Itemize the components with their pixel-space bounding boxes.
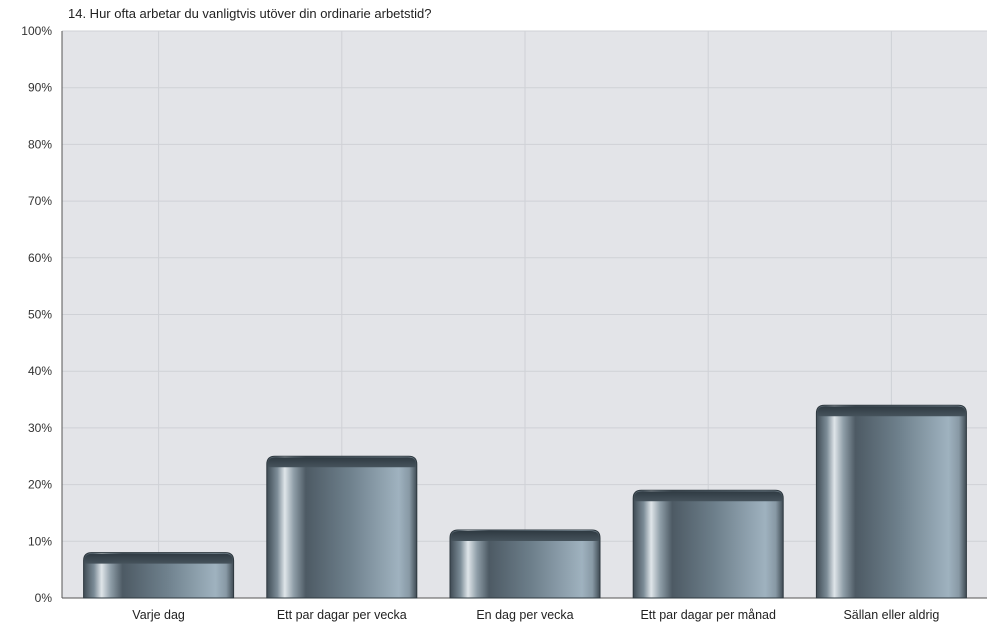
bar-body — [83, 552, 235, 599]
y-tick-label: 90% — [28, 81, 52, 95]
bar-cap — [451, 530, 599, 541]
y-tick-label: 30% — [28, 421, 52, 435]
bar-cap — [817, 406, 966, 417]
y-tick-label: 10% — [28, 534, 52, 548]
y-tick-label: 60% — [28, 251, 52, 265]
category-label: Ett par dagar per månad — [640, 608, 776, 622]
bar-cap — [267, 457, 416, 468]
y-tick-label: 50% — [28, 308, 52, 322]
bar — [632, 489, 784, 599]
bar — [83, 552, 235, 599]
bar — [449, 529, 601, 599]
bar-cap — [634, 491, 783, 502]
chart-title: 14. Hur ofta arbetar du vanligtvis utöve… — [68, 6, 432, 21]
category-label: En dag per vecka — [476, 608, 573, 622]
category-label: Varje dag — [132, 608, 185, 622]
y-tick-label: 100% — [21, 24, 52, 38]
y-tick-label: 70% — [28, 194, 52, 208]
category-label: Sällan eller aldrig — [843, 608, 939, 622]
bar-body — [449, 529, 601, 599]
bar-body — [266, 455, 418, 599]
y-tick-label: 40% — [28, 364, 52, 378]
bar-body — [632, 489, 784, 599]
bar — [815, 404, 967, 599]
bar — [266, 455, 418, 599]
bar-cap — [84, 553, 233, 564]
y-tick-label: 80% — [28, 137, 52, 151]
bar-body — [815, 404, 967, 599]
y-tick-label: 20% — [28, 478, 52, 492]
y-tick-label: 0% — [35, 591, 53, 605]
category-label: Ett par dagar per vecka — [277, 608, 407, 622]
